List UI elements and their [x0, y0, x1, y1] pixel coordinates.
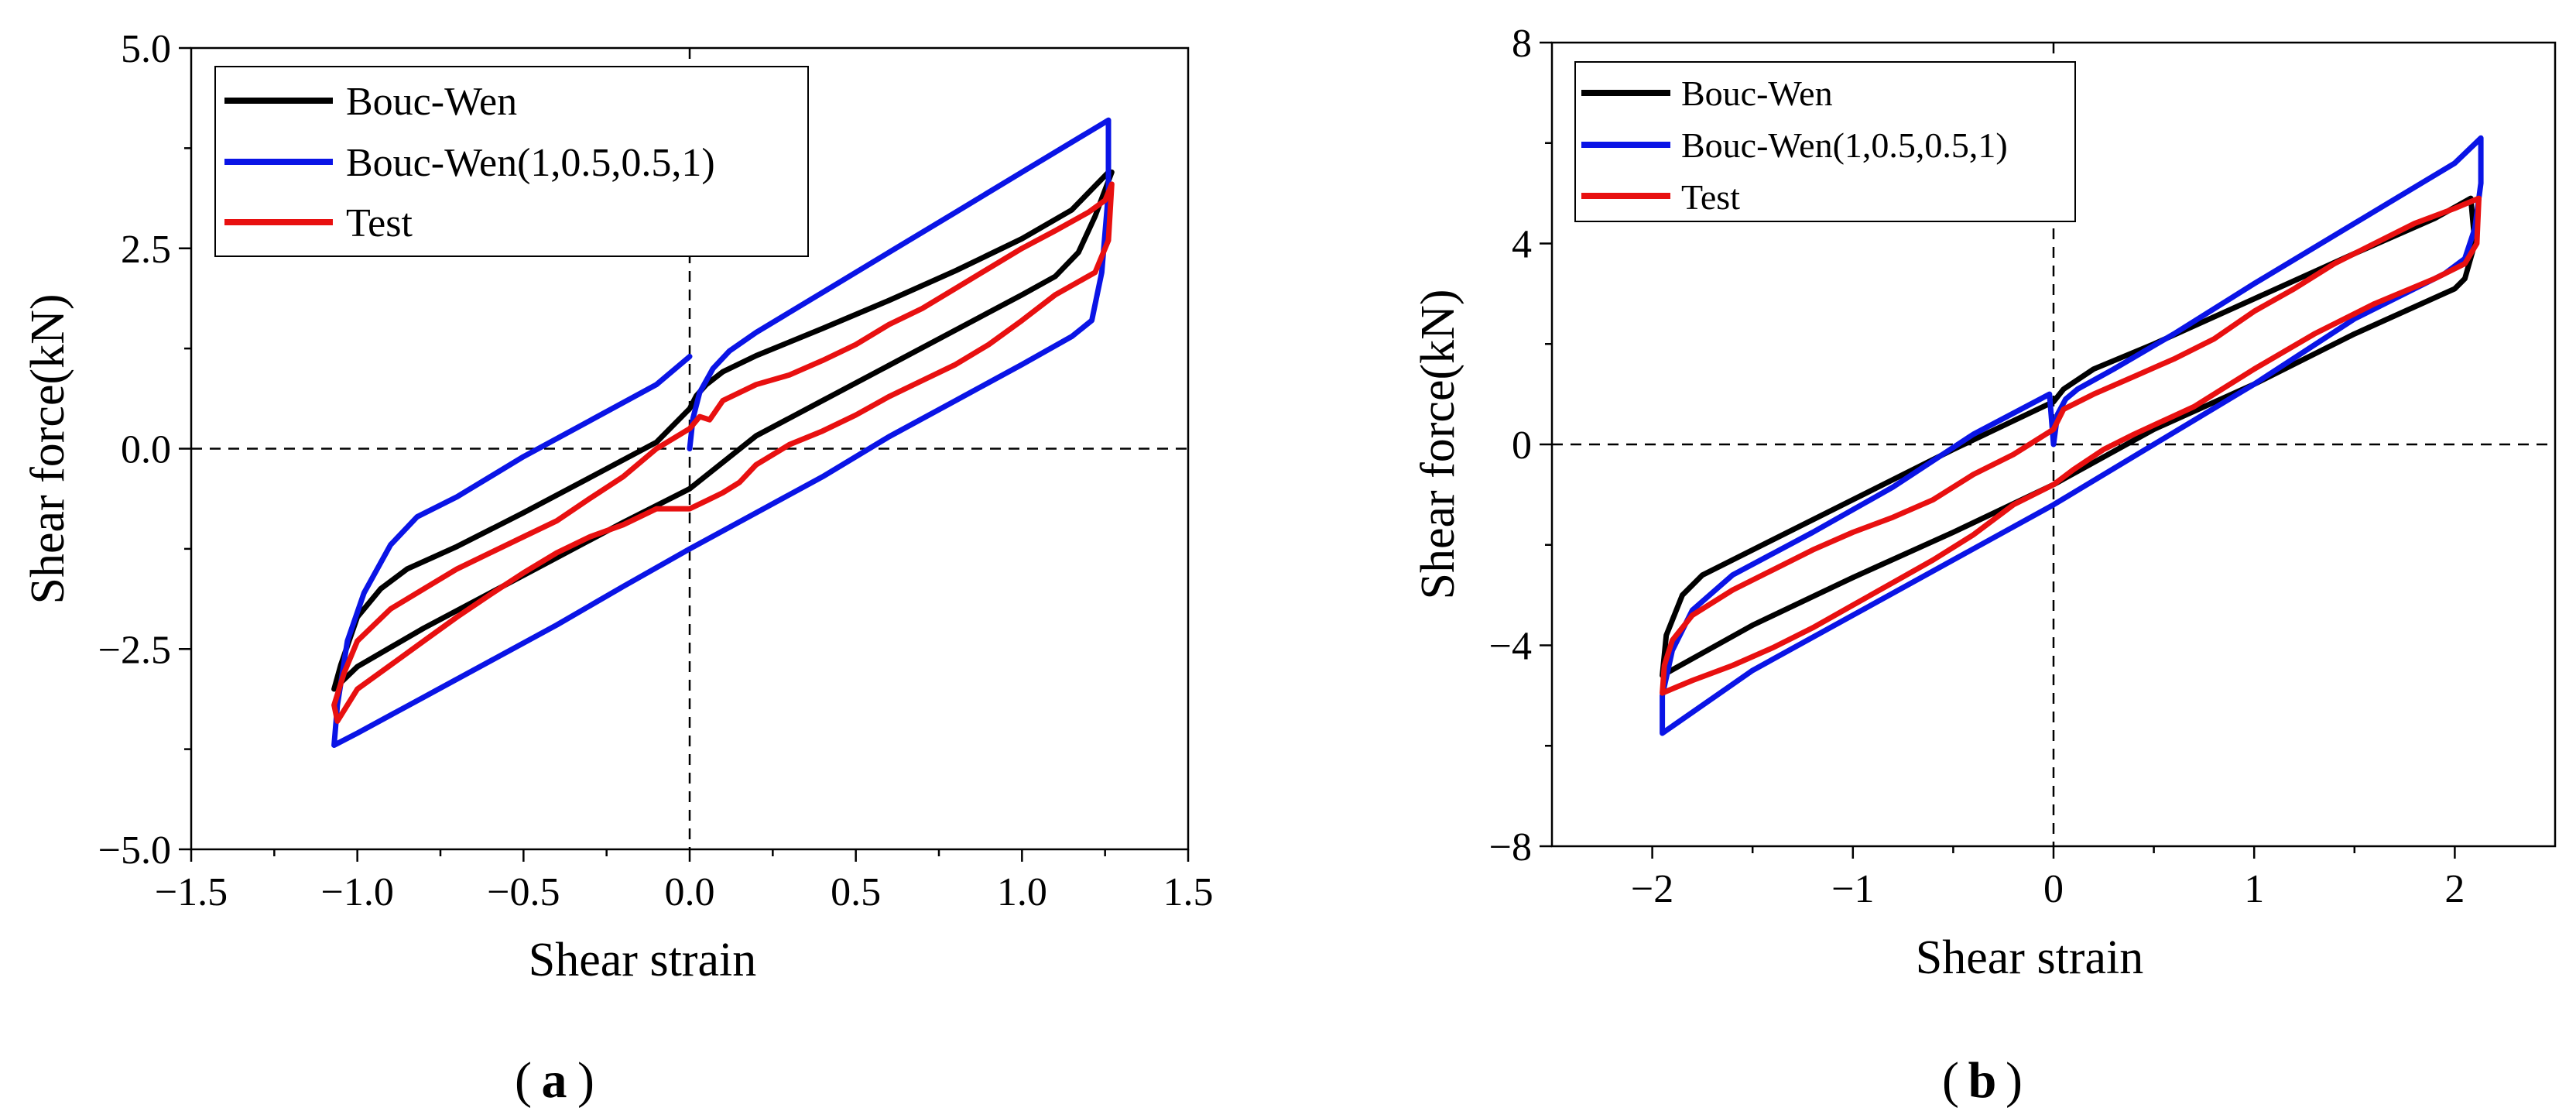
x-tick-label: −1 [1831, 867, 1874, 911]
series-line-bouc-wen-1-0-5-0-5-1 [331, 117, 1112, 748]
caption-letter: a [542, 1052, 567, 1109]
legend-label-test: Test [1681, 177, 1740, 217]
x-tick-label: 1.0 [997, 870, 1047, 914]
caption-open-paren: ( [1942, 1052, 1959, 1109]
legend: Bouc-Wen Bouc-Wen(1,0.5,0.5,1) Test [214, 66, 809, 257]
series-line-bouc-wen [331, 169, 1115, 692]
x-tick-label: 1 [2244, 867, 2264, 911]
series-line-test [331, 181, 1115, 724]
caption-close-paren: ) [2006, 1052, 2023, 1109]
x-tick-label: 0.5 [831, 870, 881, 914]
x-tick-label: 1.5 [1163, 870, 1214, 914]
y-tick-label: 2.5 [121, 228, 171, 272]
y-tick-label: −8 [1489, 825, 1532, 869]
x-tick-label: −1.0 [321, 870, 394, 914]
legend-label-test: Test [346, 201, 413, 245]
y-tick-label: 5.0 [121, 27, 171, 71]
panel-caption: ( b ) [1942, 1052, 2023, 1109]
series-line-bouc-wen [1660, 195, 2478, 678]
series-group [1660, 135, 2484, 736]
y-tick-label: −4 [1489, 625, 1532, 669]
axis-ticks: −1.5 −1.0 −0.5 0.0 0.5 1.0 1.5 −5.0 −2.5 0.0 2.5 5.… [98, 27, 1214, 914]
x-tick-label: 0.0 [665, 870, 715, 914]
x-axis-label: Shear strain [529, 934, 756, 986]
legend-label-bouc-wen: Bouc-Wen [1681, 74, 1833, 113]
panel-caption: ( a ) [515, 1052, 594, 1109]
y-tick-label: 0 [1512, 424, 1532, 468]
series-line-bouc-wen-1-0-5-0-5-1 [1660, 135, 2484, 736]
x-tick-label: 2 [2444, 867, 2465, 911]
legend-label-bouc-wen-params: Bouc-Wen(1,0.5,0.5,1) [1681, 125, 2008, 165]
y-tick-label: −2.5 [98, 628, 171, 672]
x-tick-label: 0 [2043, 867, 2064, 911]
y-axis-label: Shear force(kN) [22, 293, 74, 604]
y-tick-label: −5.0 [98, 828, 171, 873]
y-tick-label: 4 [1512, 223, 1532, 267]
x-tick-label: −2 [1631, 867, 1673, 911]
caption-letter: b [1968, 1052, 1997, 1109]
chart-panel-b: −2 −1 0 1 2 −8 −4 0 4 8 Bouc-Wen Bouc-Wen(1,0.5,0… [1412, 22, 2557, 1109]
legend-label-bouc-wen-params: Bouc-Wen(1,0.5,0.5,1) [346, 141, 715, 185]
y-axis-label: Shear force(kN) [1412, 289, 1464, 599]
caption-close-paren: ) [577, 1052, 594, 1109]
caption-open-paren: ( [515, 1052, 532, 1109]
y-tick-label: 0.0 [121, 428, 171, 472]
y-tick-label: 8 [1512, 22, 1532, 66]
legend-label-bouc-wen: Bouc-Wen [346, 80, 517, 124]
legend: Bouc-Wen Bouc-Wen(1,0.5,0.5,1) Test [1574, 61, 2076, 222]
series-group [331, 117, 1115, 748]
chart-panel-a: −1.5 −1.0 −0.5 0.0 0.5 1.0 1.5 −5.0 −2.5 0.0 2.5 5.… [22, 27, 1214, 1109]
x-tick-label: −0.5 [487, 870, 560, 914]
x-axis-label: Shear strain [1916, 931, 2143, 984]
x-tick-label: −1.5 [155, 870, 228, 914]
axis-ticks: −2 −1 0 1 2 −8 −4 0 4 8 [1489, 22, 2465, 911]
series-line-test [1660, 195, 2482, 696]
